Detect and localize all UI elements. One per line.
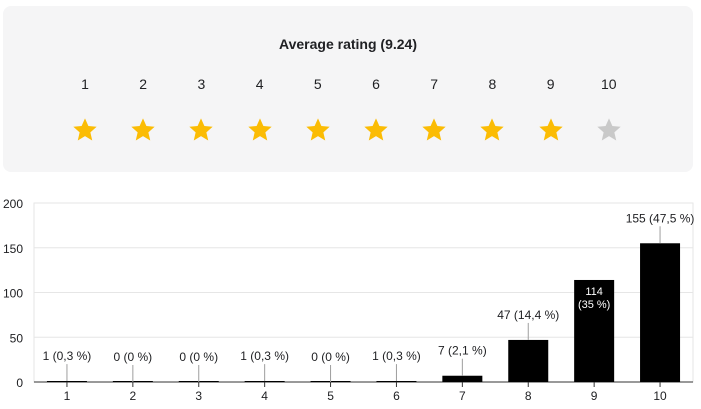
x-tick-label: 8	[525, 389, 532, 403]
data-label: 1 (0,3 %)	[43, 349, 92, 363]
y-tick-label: 50	[10, 331, 24, 345]
bar	[640, 243, 681, 382]
bar	[376, 381, 417, 382]
rating-number-4: 4	[255, 76, 264, 92]
x-tick-label: 5	[327, 389, 334, 403]
x-tick-label: 2	[130, 389, 137, 403]
data-label: 1 (0,3 %)	[372, 349, 421, 363]
data-label: 114 (35 %)	[578, 286, 610, 311]
data-label: 0 (0 %)	[311, 350, 350, 364]
rating-number-9: 9	[546, 76, 555, 92]
x-tick-label: 3	[195, 389, 202, 403]
rating-distribution-chart: 0 50 100 150 200 1 1 (0,3 %) 2 0 (0 %) 3 0 (0 %) 4 1…	[3, 197, 695, 403]
rating-number-1: 1	[81, 76, 89, 92]
star-icon[interactable]	[478, 116, 506, 144]
x-tick-label: 1	[64, 389, 71, 403]
data-label: 0 (0 %)	[179, 350, 218, 364]
rating-number-7: 7	[430, 76, 439, 92]
star-icon[interactable]	[304, 116, 332, 144]
x-tick-label: 10	[653, 389, 667, 403]
bar	[46, 381, 87, 382]
rating-number-3: 3	[197, 76, 206, 92]
star-icon[interactable]	[595, 116, 623, 144]
star-icon[interactable]	[420, 116, 448, 144]
data-label: 1 (0,3 %)	[240, 349, 289, 363]
x-tick-label: 7	[459, 389, 466, 403]
rating-number-6: 6	[372, 76, 380, 92]
rating-number-10: 10	[601, 76, 617, 92]
y-tick-label: 150	[3, 242, 23, 256]
star-icon[interactable]	[129, 116, 157, 144]
data-label: 155 (47,5 %)	[626, 211, 695, 225]
rating-number-2: 2	[139, 76, 148, 92]
y-tick-label: 200	[3, 197, 23, 211]
rating-title: Average rating (9.24)	[279, 36, 417, 52]
star-icon[interactable]	[246, 116, 274, 144]
star-icon[interactable]	[71, 116, 99, 144]
bar	[508, 339, 549, 382]
data-label: 7 (2,1 %)	[438, 344, 487, 358]
rating-number-8: 8	[488, 76, 497, 92]
star-icon[interactable]	[187, 116, 215, 144]
x-tick-label: 6	[393, 389, 400, 403]
bar	[574, 279, 615, 382]
bar	[442, 375, 483, 382]
y-tick-label: 100	[3, 287, 23, 301]
bar	[244, 381, 285, 382]
star-icon[interactable]	[362, 116, 390, 144]
x-tick-label: 9	[591, 389, 598, 403]
y-tick-label: 0	[16, 376, 23, 390]
x-tick-label: 4	[261, 389, 268, 403]
star-icon[interactable]	[537, 116, 565, 144]
rating-scale: 1 2 3 4 5 6 7 8 9 10	[3, 6, 693, 172]
rating-card: Average rating (9.24) 1 2 3 4 5 6 7 8 9 10	[3, 6, 693, 172]
data-label: 0 (0 %)	[114, 350, 153, 364]
rating-number-5: 5	[313, 76, 322, 92]
data-label: 47 (14,4 %)	[497, 308, 559, 322]
